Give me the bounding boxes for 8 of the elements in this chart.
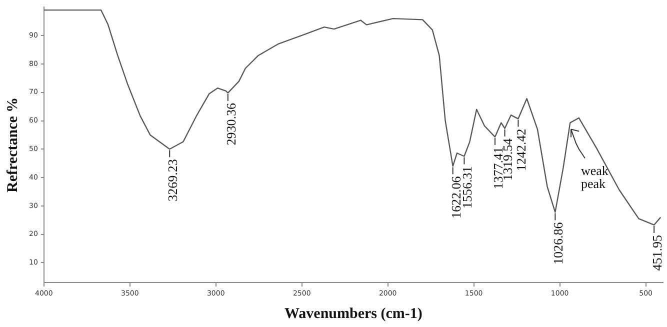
x-axis-title: Wavenumbers (cm-1) — [284, 306, 422, 322]
annotation: 3269.23 — [165, 159, 180, 202]
annotation: 2930.36 — [223, 102, 238, 146]
annotation: 1242.42 — [514, 128, 529, 172]
annotation: weak peak — [580, 163, 609, 192]
y-axis-title: Refrectance % — [4, 97, 21, 192]
annotation: 451.95 — [649, 234, 664, 271]
annotation: 1026.86 — [550, 222, 566, 264]
